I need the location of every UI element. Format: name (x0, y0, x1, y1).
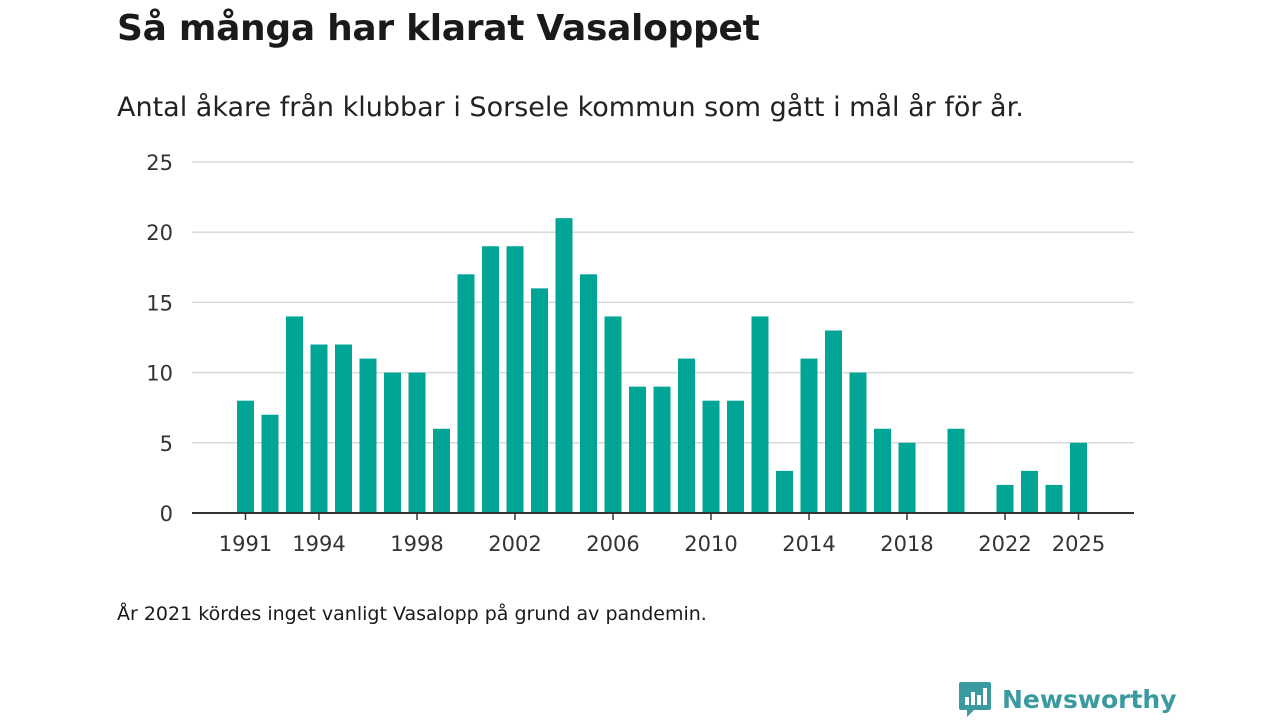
bar-1998 (408, 372, 426, 513)
newsworthy-logo-icon (959, 682, 991, 717)
brand-logo: Newsworthy (958, 680, 1177, 718)
bar-2009 (678, 358, 695, 513)
bar-2004 (555, 218, 573, 513)
y-tick-label-25: 25 (146, 151, 173, 175)
bar-1994 (310, 344, 328, 513)
x-tick-label-2002: 2002 (488, 532, 541, 556)
bar-2015 (825, 330, 842, 513)
x-tick-label-2006: 2006 (586, 532, 639, 556)
bar-2010 (702, 400, 720, 513)
x-tick-label-2010: 2010 (684, 532, 737, 556)
bar-2008 (653, 386, 671, 513)
bar-2016 (849, 372, 867, 513)
bar-2023 (1021, 470, 1038, 513)
bar-2014 (800, 358, 818, 513)
y-tick-label-15: 15 (146, 291, 173, 315)
x-tick-label-1991: 1991 (219, 532, 272, 556)
bar-2024 (1045, 484, 1063, 513)
brand-name: Newsworthy (1002, 684, 1177, 714)
bar-2007 (629, 386, 646, 513)
y-tick-label-0: 0 (160, 502, 173, 526)
bar-2006 (604, 316, 622, 513)
bar-2002 (506, 246, 524, 514)
bar-2025 (1070, 442, 1087, 513)
bar-1999 (433, 428, 450, 513)
x-tick-label-2018: 2018 (880, 532, 933, 556)
x-tick-label-2022: 2022 (978, 532, 1031, 556)
chart-title: Så många har klarat Vasaloppet (117, 8, 760, 49)
x-tick-label-2025: 2025 (1052, 532, 1105, 556)
x-tick-label-1994: 1994 (292, 532, 345, 556)
bar-2013 (776, 470, 793, 513)
bar-2005 (580, 274, 597, 513)
bar-2012 (751, 316, 769, 513)
bar-1992 (261, 414, 279, 513)
bar-2020 (947, 428, 965, 513)
bar-1993 (286, 316, 303, 513)
bar-1997 (384, 372, 401, 513)
chart-subtitle: Antal åkare från klubbar i Sorsele kommu… (117, 92, 1024, 123)
bar-1996 (359, 358, 377, 513)
bar-2022 (996, 484, 1014, 513)
bar-2000 (457, 274, 475, 513)
bar-2001 (482, 246, 499, 514)
x-tick-label-1998: 1998 (390, 532, 443, 556)
y-tick-label-10: 10 (146, 362, 173, 386)
y-tick-label-20: 20 (146, 221, 173, 245)
bar-2018 (898, 442, 916, 513)
bar-2011 (727, 400, 744, 513)
x-tick-label-2014: 2014 (782, 532, 835, 556)
bar-2017 (874, 428, 891, 513)
bar-1995 (335, 344, 352, 513)
bar-1991 (237, 400, 254, 513)
y-tick-label-5: 5 (160, 432, 173, 456)
footnote: År 2021 kördes inget vanligt Vasalopp på… (117, 603, 707, 625)
bar-2003 (531, 288, 548, 513)
